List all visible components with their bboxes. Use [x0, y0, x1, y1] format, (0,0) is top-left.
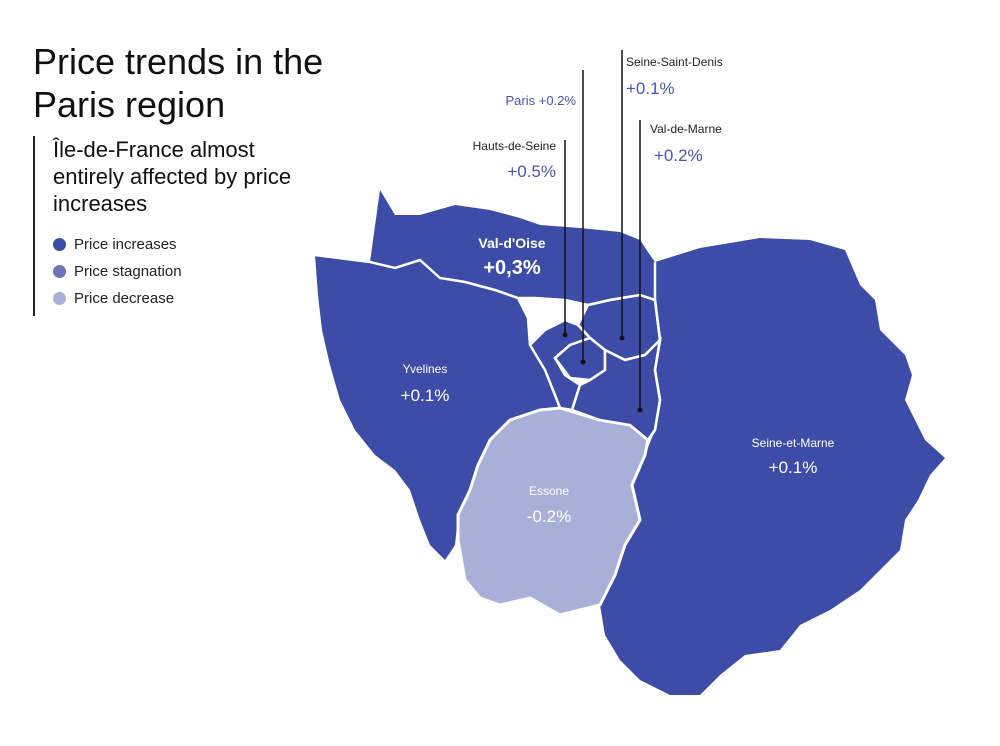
region-value-val-doise: +0,3% — [483, 257, 540, 279]
legend-dot-decrease — [53, 292, 66, 305]
border-line — [646, 299, 662, 441]
callout-name-hauts-de-seine: Hauts-de-Seine — [473, 139, 557, 153]
legend-label: Price increases — [74, 236, 177, 253]
legend-item-decrease: Price decrease — [53, 285, 313, 312]
callout-value-val-de-marne: +0.2% — [654, 146, 703, 165]
callout-value-hauts-de-seine: +0.5% — [507, 162, 556, 181]
region-name-yvelines: Yvelines — [403, 362, 448, 376]
callout-dot — [580, 359, 586, 365]
callout-dot — [619, 335, 625, 341]
legend-dot-stagnation — [53, 265, 66, 278]
region-seine-et-marne — [600, 238, 945, 695]
region-value-yvelines: +0.1% — [401, 386, 450, 405]
region-value-essone: -0.2% — [527, 507, 571, 526]
page-title: Price trends in the Paris region — [33, 41, 324, 125]
legend-label: Price decrease — [74, 290, 175, 307]
region-yvelines — [315, 255, 560, 560]
legend-dot-increases — [53, 238, 66, 251]
callout-dot — [562, 332, 568, 338]
side-panel: Île-de-France almost entirely affected b… — [33, 136, 313, 316]
callout-dot — [637, 407, 643, 413]
callout-name-paris: Paris +0.2% — [506, 93, 577, 108]
border-line — [516, 297, 532, 346]
legend-item-stagnation: Price stagnation — [53, 258, 313, 285]
callout-name-seine-saint-denis: Seine-Saint-Denis — [626, 55, 723, 69]
region-name-val-doise: Val-d'Oise — [478, 235, 545, 251]
callout-name-val-de-marne: Val-de-Marne — [650, 122, 722, 136]
region-essone — [456, 406, 650, 617]
region-value-seine-et-marne: +0.1% — [769, 458, 818, 477]
callout-value-seine-saint-denis: +0.1% — [626, 79, 675, 98]
legend-item-increases: Price increases — [53, 231, 313, 258]
region-name-seine-et-marne: Seine-et-Marne — [752, 436, 835, 450]
region-name-essone: Essone — [529, 484, 569, 498]
subtitle: Île-de-France almost entirely affected b… — [53, 137, 292, 216]
legend-label: Price stagnation — [74, 263, 182, 280]
